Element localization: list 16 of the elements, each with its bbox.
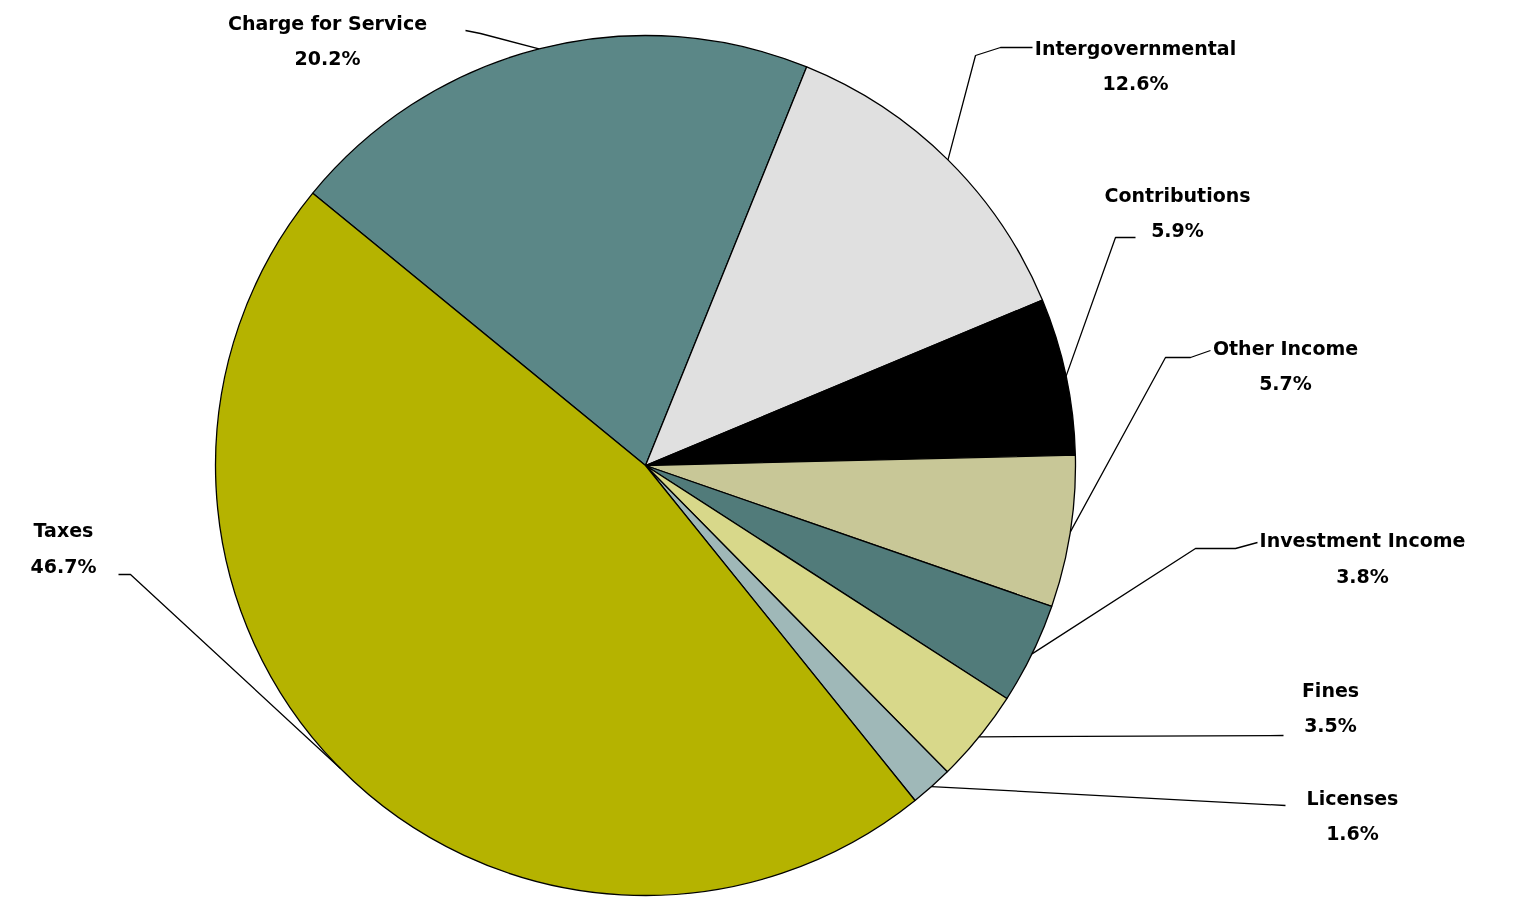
- slice-label: Investment Income: [1259, 528, 1466, 551]
- data-label: 3.8%: [1336, 564, 1389, 587]
- slice-label: Taxes: [33, 518, 94, 541]
- slice-label: Contributions: [1104, 183, 1251, 206]
- data-label: 5.7%: [1259, 371, 1312, 394]
- slice-label: Charge for Service: [227, 11, 428, 34]
- data-label: 46.7%: [30, 554, 97, 577]
- data-label: 3.5%: [1304, 713, 1357, 736]
- slice-label: Licenses: [1306, 786, 1399, 809]
- data-label: 20.2%: [294, 46, 361, 69]
- data-label: 5.9%: [1151, 218, 1204, 241]
- slice-label: Fines: [1301, 678, 1360, 701]
- data-label: 12.6%: [1102, 71, 1169, 94]
- slice-label: Other Income: [1212, 336, 1359, 359]
- data-label: 1.6%: [1326, 821, 1379, 844]
- slice-label: Intergovernmental: [1034, 36, 1237, 59]
